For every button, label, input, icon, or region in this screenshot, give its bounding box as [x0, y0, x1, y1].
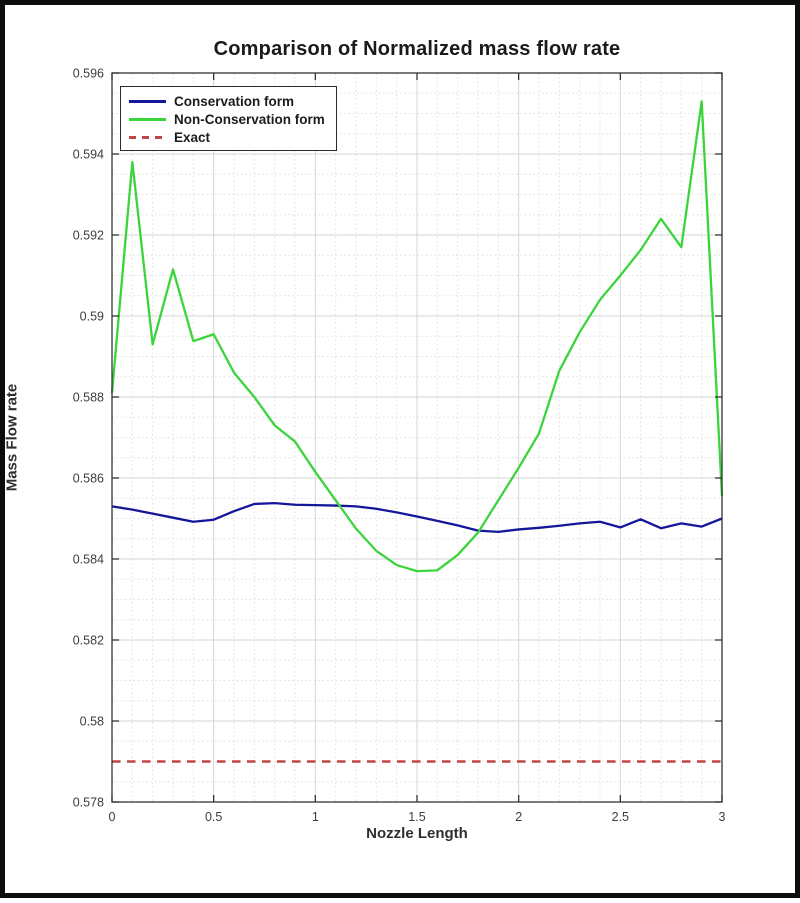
legend-line-sample-conservation	[129, 99, 166, 103]
tick-labels: 0.578 0.58 0.582 0.584 0.586 0.588 0.59 0.592 0.…	[73, 67, 726, 825]
legend-item-non-conservation: Non-Conservation form	[129, 110, 328, 128]
data-series	[110, 100, 724, 763]
y-tick-label: 0.582	[73, 634, 104, 648]
legend-label-exact: Exact	[174, 129, 211, 145]
x-tick-label: 2.5	[612, 810, 629, 824]
chart-plot-area: 0.578 0.58 0.582 0.584 0.586 0.588 0.59 0.592 0.…	[73, 67, 726, 825]
y-tick-label: 0.578	[73, 796, 104, 810]
y-tick-label: 0.588	[73, 391, 104, 405]
legend-line-sample-non-conservation	[129, 117, 166, 121]
y-tick-label: 0.594	[73, 148, 104, 162]
legend-label-non-conservation: Non-Conservation form	[174, 111, 325, 127]
y-axis-label: Mass Flow rate	[3, 383, 21, 492]
y-tick-label: 0.58	[80, 715, 104, 729]
y-tick-label: 0.584	[73, 553, 104, 567]
legend-item-conservation: Conservation form	[129, 92, 328, 110]
x-tick-label: 3	[719, 810, 726, 824]
x-tick-label: 0	[109, 810, 116, 824]
legend-item-exact: Exact	[129, 128, 328, 146]
chart-title: Comparison of Normalized mass flow rate	[213, 38, 621, 60]
y-tick-label: 0.59	[80, 310, 104, 324]
x-tick-label: 1.5	[408, 810, 425, 824]
series-line-1	[110, 100, 724, 573]
y-tick-label: 0.592	[73, 229, 104, 243]
x-tick-label: 0.5	[205, 810, 222, 824]
axes-and-ticks	[111, 72, 723, 803]
legend-line-sample-exact	[129, 135, 166, 139]
x-tick-label: 2	[515, 810, 522, 824]
x-axis-label: Nozzle Length	[366, 825, 468, 842]
legend-label-conservation: Conservation form	[174, 93, 295, 109]
series-line-0	[111, 501, 723, 534]
y-tick-label: 0.586	[73, 472, 104, 486]
y-tick-label: 0.596	[73, 67, 104, 81]
legend-box: Conservation form Non-Conservation form …	[120, 86, 337, 151]
x-tick-label: 1	[312, 810, 319, 824]
